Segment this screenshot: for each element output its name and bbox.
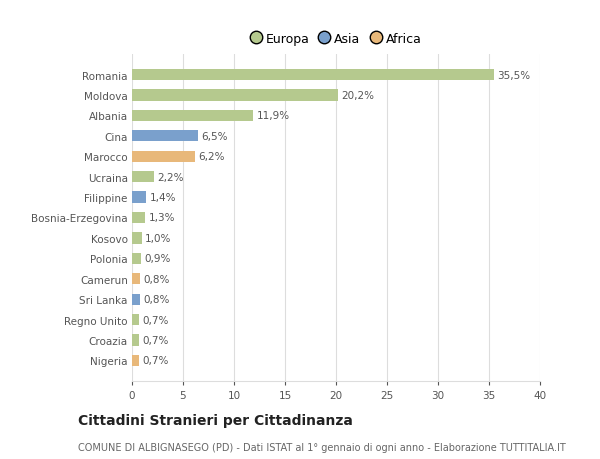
Text: 20,2%: 20,2% xyxy=(341,91,374,101)
Bar xyxy=(132,314,139,325)
Text: 6,5%: 6,5% xyxy=(202,132,228,141)
Text: 1,3%: 1,3% xyxy=(148,213,175,223)
Bar xyxy=(132,355,139,366)
Text: COMUNE DI ALBIGNASEGO (PD) - Dati ISTAT al 1° gennaio di ogni anno - Elaborazion: COMUNE DI ALBIGNASEGO (PD) - Dati ISTAT … xyxy=(78,442,566,452)
Bar xyxy=(132,172,154,183)
Bar xyxy=(132,253,141,264)
Bar xyxy=(132,274,140,285)
Bar xyxy=(132,131,198,142)
Text: Cittadini Stranieri per Cittadinanza: Cittadini Stranieri per Cittadinanza xyxy=(78,414,353,428)
Bar xyxy=(132,151,195,162)
Legend: Europa, Asia, Africa: Europa, Asia, Africa xyxy=(247,29,425,49)
Text: 6,2%: 6,2% xyxy=(198,152,225,162)
Bar xyxy=(132,233,142,244)
Bar xyxy=(132,111,253,122)
Text: 0,9%: 0,9% xyxy=(144,254,170,264)
Text: 0,7%: 0,7% xyxy=(142,335,169,345)
Text: 0,8%: 0,8% xyxy=(143,274,170,284)
Text: 35,5%: 35,5% xyxy=(497,71,530,80)
Text: 1,4%: 1,4% xyxy=(149,193,176,203)
Bar xyxy=(132,294,140,305)
Text: 0,7%: 0,7% xyxy=(142,315,169,325)
Text: 0,8%: 0,8% xyxy=(143,295,170,304)
Text: 0,7%: 0,7% xyxy=(142,356,169,365)
Bar xyxy=(132,335,139,346)
Text: 2,2%: 2,2% xyxy=(157,172,184,182)
Text: 11,9%: 11,9% xyxy=(256,111,290,121)
Bar xyxy=(132,213,145,224)
Bar xyxy=(132,192,146,203)
Bar xyxy=(132,70,494,81)
Text: 1,0%: 1,0% xyxy=(145,233,172,243)
Bar xyxy=(132,90,338,101)
